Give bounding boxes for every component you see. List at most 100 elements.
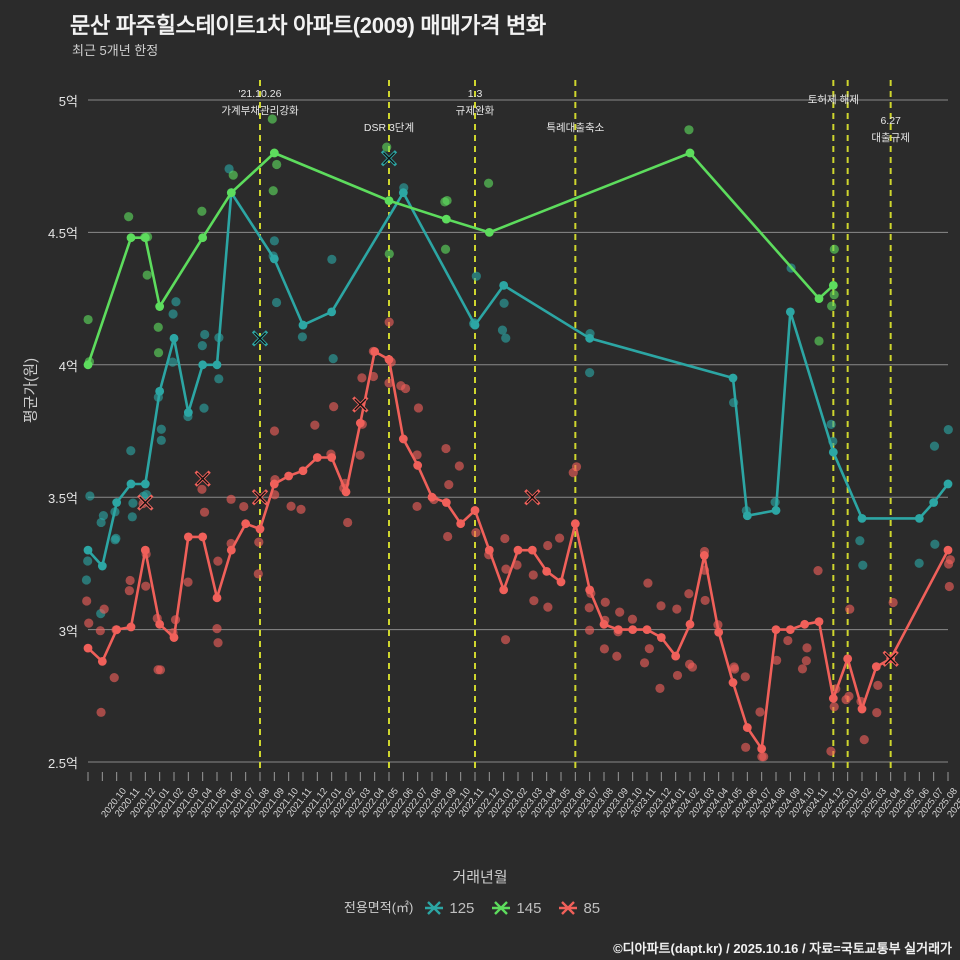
- scatter-point: [741, 742, 751, 752]
- scatter-point: [83, 314, 93, 325]
- legend-item-label: 125: [449, 899, 475, 917]
- legend-item-145[interactable]: 145: [490, 899, 541, 917]
- scatter-point: [584, 625, 595, 635]
- data-point-125: [169, 333, 179, 343]
- data-point-125: [470, 320, 480, 330]
- scatter-point: [171, 297, 181, 307]
- data-point-85: [843, 654, 853, 664]
- scatter-point: [471, 271, 481, 281]
- data-point-85: [685, 619, 695, 629]
- marker-cross-85: [137, 494, 154, 511]
- data-point-85: [155, 619, 165, 629]
- y-axis-label: 평균가(원): [22, 357, 40, 424]
- legend-marker-icon: [425, 901, 444, 916]
- data-point-85: [699, 551, 709, 560]
- data-point-85: [241, 519, 251, 529]
- scatter-point: [99, 604, 109, 614]
- scatter-point: [730, 664, 740, 674]
- marker-cross-85: [352, 396, 369, 413]
- event-text-label: 대출규제: [871, 132, 910, 144]
- scatter-point: [128, 498, 138, 508]
- scatter-point: [844, 691, 854, 701]
- y-axis-tick-label: 2.5억: [47, 756, 78, 771]
- scatter-point: [684, 125, 694, 135]
- data-point-85: [298, 466, 308, 476]
- data-point-85: [800, 619, 810, 629]
- scatter-point: [600, 597, 610, 607]
- data-point-125: [828, 447, 838, 457]
- scatter-point: [684, 589, 694, 599]
- data-point-145: [685, 148, 695, 158]
- scatter-point: [655, 683, 665, 694]
- data-point-85: [785, 625, 795, 634]
- scatter-point: [267, 114, 277, 124]
- legend-item-85[interactable]: 85: [557, 899, 600, 917]
- scatter-point: [829, 702, 839, 712]
- data-point-125: [97, 561, 107, 571]
- scatter-point: [109, 672, 119, 683]
- scatter-point: [125, 575, 135, 586]
- scatter-point: [153, 348, 164, 358]
- data-point-145: [828, 280, 838, 290]
- scatter-point: [500, 533, 510, 544]
- scatter-point: [384, 317, 394, 327]
- data-point-85: [456, 519, 466, 529]
- data-point-85: [327, 453, 337, 462]
- scatter-point: [759, 752, 769, 762]
- y-axis-tick-label: 4억: [58, 358, 78, 374]
- scatter-point: [197, 484, 207, 494]
- scatter-point: [585, 368, 595, 378]
- data-point-85: [212, 593, 222, 603]
- data-point-85: [556, 577, 566, 587]
- data-point-125: [140, 479, 150, 489]
- data-point-85: [126, 622, 136, 632]
- data-point-125: [126, 479, 136, 489]
- scatter-point: [499, 298, 509, 308]
- scatter-point: [643, 578, 653, 588]
- scatter-point: [226, 494, 236, 504]
- scatter-point: [297, 332, 307, 342]
- page-subtitle: 최근 5개년 한정: [72, 43, 159, 58]
- scatter-point: [296, 504, 306, 514]
- data-point-85: [398, 434, 408, 444]
- data-point-85: [413, 461, 423, 470]
- data-point-85: [341, 487, 351, 497]
- scatter-point: [802, 643, 812, 653]
- data-point-125: [269, 254, 279, 264]
- legend-item-125[interactable]: 125: [423, 899, 474, 917]
- scatter-point: [612, 651, 622, 661]
- scatter-point: [528, 570, 538, 580]
- data-point-85: [714, 627, 724, 637]
- data-point-125: [83, 545, 93, 555]
- y-axis-tick-label: 3.5억: [47, 491, 78, 507]
- event-text-label: DSR 3단계: [363, 122, 415, 134]
- data-point-85: [542, 566, 552, 576]
- data-point-85: [671, 651, 681, 661]
- event-text-label: 규제완화: [455, 105, 495, 117]
- scatter-point: [483, 178, 494, 188]
- scatter-point: [168, 309, 178, 319]
- scatter-point: [644, 644, 654, 654]
- scatter-point: [412, 501, 422, 512]
- legend-marker-icon: [492, 901, 511, 916]
- data-point-85: [384, 355, 394, 364]
- scatter-point: [197, 206, 207, 216]
- scatter-point: [153, 322, 163, 332]
- data-point-85: [771, 625, 781, 634]
- scatter-point: [687, 662, 698, 672]
- scatter-point: [384, 378, 394, 388]
- scatter-point: [382, 142, 392, 152]
- scatter-point: [254, 537, 264, 547]
- scatter-point: [872, 708, 882, 718]
- scatter-point: [783, 635, 793, 646]
- data-point-145: [155, 302, 165, 311]
- scatter-point: [855, 536, 865, 546]
- scatter-point: [943, 425, 953, 435]
- scatter-point: [930, 539, 940, 549]
- y-axis-tick-label: 5억: [58, 94, 78, 109]
- scatter-point: [584, 603, 594, 613]
- data-point-85: [613, 625, 623, 634]
- scatter-point: [199, 507, 210, 517]
- scatter-point: [571, 462, 582, 472]
